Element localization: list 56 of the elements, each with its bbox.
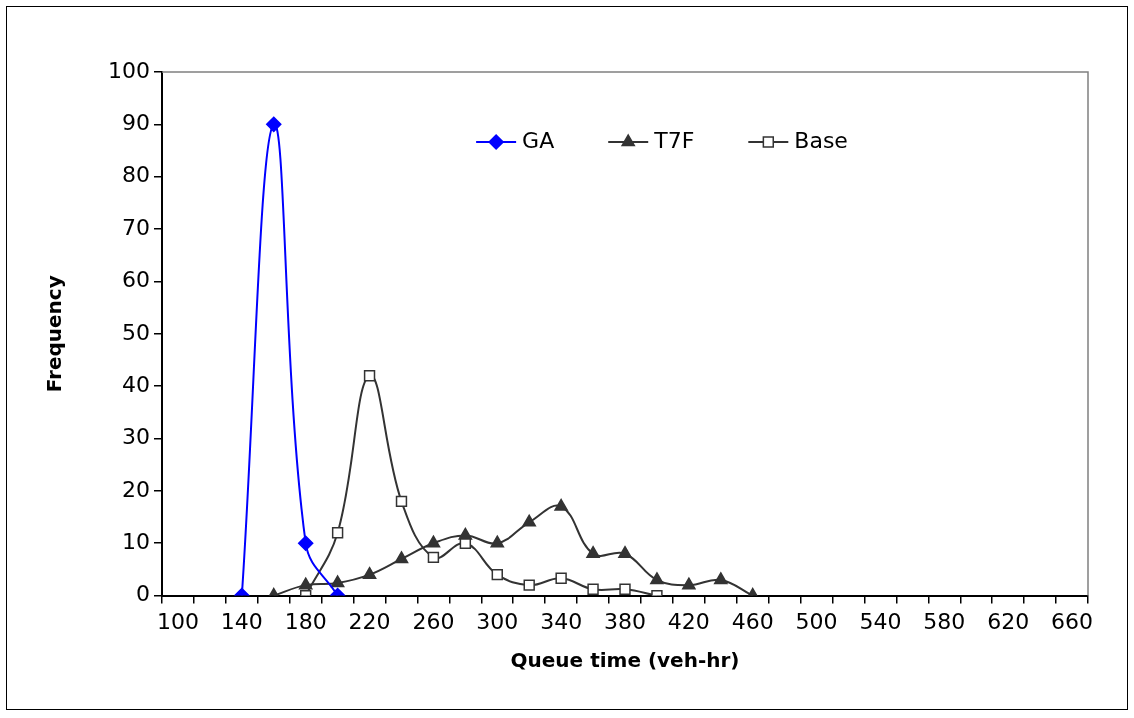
y-tick-label: 100 (108, 57, 150, 83)
point (458, 527, 473, 540)
point (427, 551, 440, 564)
point (554, 498, 568, 511)
y-tick-label: 50 (122, 319, 150, 345)
y-tick-label: 20 (122, 476, 150, 502)
y-tick-label: 0 (136, 581, 150, 607)
point (522, 514, 537, 527)
y-tick-label: 40 (122, 371, 150, 397)
point (619, 583, 631, 596)
point (426, 535, 441, 548)
point (395, 495, 408, 508)
x-tick-label: 260 (412, 608, 455, 634)
x-tick-label: 180 (284, 608, 327, 634)
point (330, 575, 345, 588)
y-tick-label: 60 (122, 267, 150, 293)
y-tick-label: 30 (122, 424, 150, 450)
x-tick-label: 420 (667, 608, 710, 634)
x-tick-label: 540 (859, 608, 902, 634)
x-tick-label: 300 (476, 608, 519, 634)
x-tick-label: 580 (923, 608, 966, 634)
point (394, 551, 409, 564)
x-tick-label: 500 (795, 608, 838, 634)
x-tick-label: 660 (1051, 608, 1094, 634)
point (650, 572, 664, 585)
x-tick-label: 340 (540, 608, 583, 634)
point (555, 572, 567, 585)
point (713, 572, 728, 585)
y-tick-label: 70 (122, 214, 150, 240)
point (297, 535, 314, 551)
point (362, 566, 377, 579)
point (682, 577, 696, 590)
legend-label: GA (522, 127, 555, 153)
point (331, 527, 344, 539)
x-tick-label: 620 (987, 608, 1030, 634)
x-tick-label: 100 (156, 608, 199, 634)
point (266, 116, 282, 133)
x-tick-label: 380 (604, 608, 646, 634)
point (586, 545, 600, 558)
x-tick-label: 220 (348, 608, 391, 634)
point (618, 545, 632, 558)
y-axis-title: Frequency (42, 275, 67, 393)
point (490, 535, 505, 548)
point (491, 568, 503, 581)
y-tick-label: 80 (122, 162, 150, 188)
point (587, 583, 599, 596)
x-tick-label: 460 (731, 608, 774, 634)
point (363, 369, 376, 382)
x-axis-title: Queue time (veh-hr) (510, 648, 740, 673)
legend-label: Base (794, 127, 848, 153)
x-tick-label: 140 (220, 608, 263, 634)
y-tick-label: 90 (122, 110, 150, 136)
legend-label: T7F (653, 127, 695, 153)
point (523, 579, 535, 591)
point (298, 577, 313, 590)
y-tick-label: 10 (122, 528, 150, 554)
